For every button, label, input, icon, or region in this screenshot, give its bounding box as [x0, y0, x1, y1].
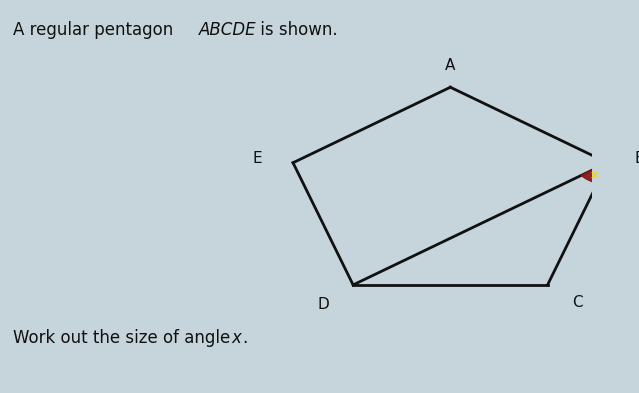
Polygon shape: [581, 163, 608, 183]
Text: B: B: [635, 151, 639, 166]
Text: Work out the size of angle: Work out the size of angle: [13, 329, 236, 347]
Text: A regular pentagon: A regular pentagon: [13, 21, 179, 39]
Text: A: A: [445, 58, 456, 73]
Text: x: x: [591, 170, 598, 180]
Text: x: x: [232, 329, 242, 347]
Text: C: C: [572, 295, 582, 310]
Text: E: E: [253, 151, 263, 166]
Text: D: D: [318, 297, 330, 312]
Text: ABCDE: ABCDE: [199, 21, 257, 39]
Text: .: .: [242, 329, 248, 347]
Text: is shown.: is shown.: [256, 21, 338, 39]
